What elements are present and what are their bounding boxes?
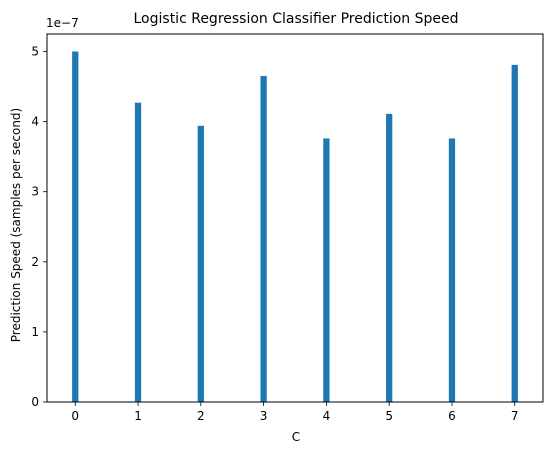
y-axis-offset-label: 1e−7: [46, 16, 79, 30]
x-tick-label: 5: [385, 409, 393, 423]
y-tick-label: 5: [31, 45, 39, 59]
bar-c-5: [386, 113, 393, 402]
bar-c-0: [72, 51, 79, 403]
y-tick-label: 4: [31, 115, 39, 129]
x-tick-label: 3: [260, 409, 268, 423]
x-tick-label: 6: [448, 409, 456, 423]
plot-frame: [46, 33, 544, 403]
y-axis-label: Prediction Speed (samples per second): [9, 108, 23, 342]
x-axis-label: C: [292, 430, 300, 444]
x-axis-ticks: 0 1 2 3 4 5 6 7: [71, 402, 519, 423]
bar-c-7: [511, 64, 518, 402]
bars-group: [72, 51, 518, 403]
x-tick-label: 2: [197, 409, 205, 423]
y-axis-ticks: 0 1 2 3 4 5: [31, 45, 47, 409]
x-tick-label: 1: [134, 409, 142, 423]
bar-c-4: [323, 138, 330, 402]
bar-c-2: [197, 125, 204, 402]
y-tick-label: 2: [31, 255, 39, 269]
y-tick-label: 3: [31, 185, 39, 199]
chart-title: Logistic Regression Classifier Predictio…: [134, 11, 459, 27]
x-tick-label: 7: [511, 409, 519, 423]
y-tick-label: 1: [31, 325, 39, 339]
bar-c-6: [448, 138, 456, 402]
x-tick-label: 0: [71, 409, 79, 423]
bar-c-1: [134, 102, 142, 402]
y-tick-label: 0: [31, 395, 39, 409]
x-tick-label: 4: [323, 409, 331, 423]
bar-c-3: [260, 76, 267, 402]
